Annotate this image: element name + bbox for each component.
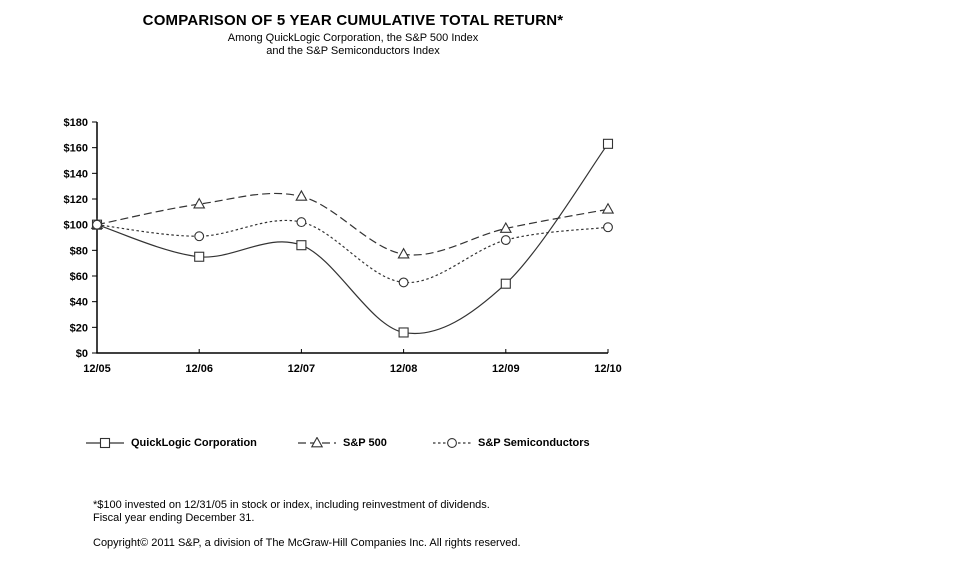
chart-subtitle-line2: and the S&P Semiconductors Index (266, 45, 440, 57)
y-tick-label: $80 (70, 245, 88, 257)
legend-triangle-line-sample (298, 437, 336, 448)
legend-square-line-sample (86, 437, 124, 449)
y-tick-label: $180 (64, 117, 88, 129)
circle-marker (92, 219, 102, 230)
series-markers-quicklogic-corporation (91, 138, 614, 338)
square-marker (296, 240, 307, 251)
circle-marker (603, 222, 613, 233)
chart-legend: QuickLogic Corporation S&P 500 S&P Semicon… (0, 436, 706, 452)
legend-label: S&P 500 (343, 437, 387, 449)
x-tick-label: 12/08 (390, 363, 418, 375)
x-tick-label: 12/10 (594, 363, 622, 375)
square-marker (398, 327, 409, 338)
circle-marker (500, 235, 511, 246)
series-line-quicklogic-corporation (96, 143, 609, 335)
y-axis-ticks-and-labels: $0 $20 $40 $60 $80 $100 $120 $140 $160 $180 (64, 117, 97, 360)
series-markers-s-p-500 (90, 189, 615, 259)
series-markers-s-p-semiconductors (92, 217, 613, 288)
triangle-marker (397, 247, 410, 259)
axes (96, 122, 608, 354)
square-marker (99, 437, 111, 449)
x-tick-label: 12/09 (492, 363, 520, 375)
square-marker (194, 251, 205, 262)
y-tick-label: $20 (70, 322, 88, 334)
x-tick-label: 12/05 (83, 363, 111, 375)
square-marker (500, 278, 511, 289)
y-tick-label: $140 (64, 168, 88, 180)
y-tick-label: $160 (64, 143, 88, 155)
chart-title: COMPARISON OF 5 YEAR CUMULATIVE TOTAL RE… (142, 12, 564, 29)
legend-item-s-p-500: S&P 500 (298, 436, 387, 450)
square-marker (602, 138, 614, 149)
circle-marker (398, 277, 409, 288)
circle-marker (194, 231, 205, 242)
triangle-marker (601, 202, 615, 214)
x-axis-ticks-and-labels: 12/05 12/06 12/07 12/08 12/09 12/10 (83, 349, 622, 375)
legend-label: QuickLogic Corporation (131, 437, 257, 449)
legend-circle-line-sample (433, 438, 471, 448)
y-tick-label: $60 (70, 271, 88, 283)
legend-item-quicklogic-corporation: QuickLogic Corporation (86, 436, 257, 450)
triangle-marker (499, 221, 512, 233)
legend-label: S&P Semiconductors (478, 437, 590, 449)
circle-marker (447, 438, 457, 448)
y-tick-label: $100 (64, 220, 88, 232)
y-tick-label: $0 (76, 348, 88, 360)
circle-marker (296, 217, 307, 228)
footnote-fiscal-year: Fiscal year ending December 31. (93, 512, 255, 524)
series-line-s-p-500 (96, 192, 609, 256)
triangle-marker (193, 197, 206, 209)
legend-item-s-p-semiconductors: S&P Semiconductors (433, 436, 590, 450)
x-tick-label: 12/07 (288, 363, 316, 375)
triangle-marker (295, 189, 308, 201)
copyright-notice: Copyright© 2011 S&P, a division of The M… (93, 537, 521, 549)
y-tick-label: $40 (70, 297, 88, 309)
footnote-invested: *$100 invested on 12/31/05 in stock or i… (93, 499, 490, 511)
triangle-marker (310, 437, 324, 448)
x-tick-label: 12/06 (185, 363, 213, 375)
chart-subtitle-line1: Among QuickLogic Corporation, the S&P 50… (227, 32, 479, 44)
y-tick-label: $120 (64, 194, 88, 206)
